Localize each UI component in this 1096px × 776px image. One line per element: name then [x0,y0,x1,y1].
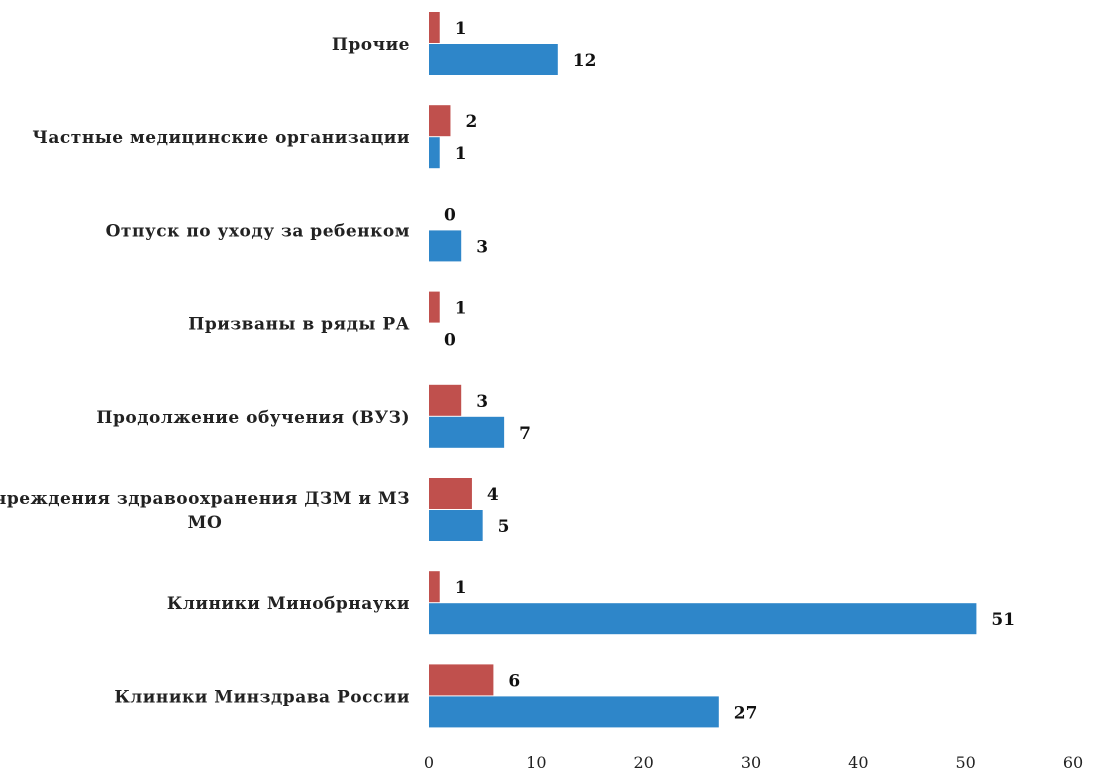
data-label: 0 [444,331,456,351]
data-label: 6 [508,671,520,691]
data-label: 27 [734,703,758,723]
bar [429,44,558,75]
category-label: Отпуск по уходу за ребенком [106,221,410,241]
data-label: 2 [465,112,477,132]
category-label: МО [188,513,223,533]
data-label: 1 [455,19,467,39]
data-label: 1 [455,299,467,319]
x-tick-label: 0 [424,753,434,772]
bar [429,603,977,635]
category-label: Клиники Минобрнауки [167,594,410,614]
bar [429,478,472,509]
bar [429,416,505,448]
x-tick-label: 20 [633,753,653,772]
data-label: 5 [498,517,510,537]
bar [429,105,451,137]
bar [429,230,462,262]
data-label: 7 [519,424,531,444]
bar [429,571,440,603]
x-tick-label: 10 [526,753,546,772]
x-tick-label: 60 [1063,753,1083,772]
data-label: 3 [476,237,488,257]
category-label: Частные медицинские организации [32,128,410,148]
bar [429,12,440,43]
category-label: Продолжение обучения (ВУЗ) [96,408,410,428]
category-label: Призваны в ряды РА [188,315,410,335]
category-label: Прочие [332,35,410,55]
data-label: 51 [991,610,1015,630]
x-tick-label: 40 [848,753,868,772]
data-label: 12 [573,51,597,71]
data-label: 1 [455,578,467,598]
category-label: Учреждения здравоохранения ДЗМ и МЗ [0,489,410,509]
bar [429,664,494,696]
category-label: Клиники Минздрава России [114,687,410,707]
bar [429,696,719,728]
data-label: 4 [487,485,499,505]
x-tick-label: 30 [741,753,761,772]
bar [429,384,462,416]
data-label: 0 [444,205,456,225]
x-tick-label: 50 [955,753,975,772]
bar [429,137,440,169]
data-label: 3 [476,392,488,412]
bar [429,291,440,323]
bar [429,510,483,541]
data-label: 1 [455,144,467,164]
